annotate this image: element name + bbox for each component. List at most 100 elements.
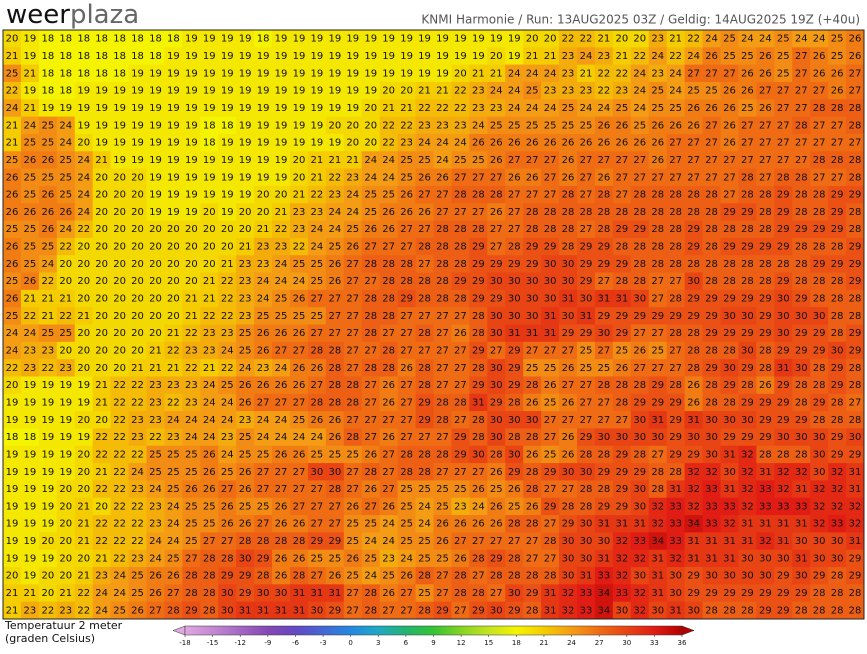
temperature-cell	[38, 30, 58, 48]
temperature-value: 19	[6, 519, 19, 530]
temperature-value: 25	[185, 519, 198, 530]
temperature-value: 24	[239, 363, 252, 374]
temperature-cell	[451, 220, 470, 239]
temperature-value: 28	[364, 328, 377, 339]
temperature-value: 28	[203, 605, 216, 616]
temperature-value: 19	[149, 68, 162, 79]
temperature-value: 28	[687, 207, 700, 218]
temperature-value: 30	[508, 588, 521, 599]
temperature-cell	[379, 307, 399, 325]
temperature-cell	[684, 47, 704, 66]
temperature-value: 21	[6, 51, 19, 62]
temperature-value: 27	[813, 172, 826, 183]
temperature-value: 29	[185, 605, 198, 616]
temperature-cell	[810, 81, 829, 100]
temperature-cell	[307, 220, 327, 239]
temperature-cell	[254, 341, 273, 360]
temperature-value: 26	[490, 155, 503, 166]
temperature-cell	[272, 116, 291, 135]
temperature-cell	[182, 341, 201, 360]
colorbar-tick-label: 15	[484, 639, 493, 647]
temperature-cell	[774, 168, 793, 187]
temperature-cell	[487, 237, 506, 256]
temperature-cell	[218, 289, 237, 308]
temperature-value: 25	[562, 120, 575, 131]
temperature-cell	[361, 289, 381, 308]
temperature-cell	[720, 255, 739, 274]
temperature-value: 28	[490, 190, 503, 201]
temperature-value: 33	[795, 501, 808, 512]
temperature-cell	[523, 116, 542, 135]
temperature-value: 29	[741, 328, 754, 339]
temperature-cell	[666, 359, 686, 377]
temperature-cell	[290, 133, 309, 152]
temperature-cell	[577, 151, 596, 170]
temperature-value: 19	[24, 484, 37, 495]
temperature-cell	[182, 376, 201, 395]
temperature-cell	[290, 376, 309, 395]
temperature-cell	[648, 116, 668, 135]
temperature-value: 18	[59, 86, 72, 97]
temperature-value: 28	[418, 363, 431, 374]
temperature-value: 19	[77, 103, 90, 114]
temperature-value: 25	[311, 553, 324, 564]
temperature-value: 19	[257, 86, 270, 97]
temperature-cell	[182, 237, 201, 256]
temperature-cell	[774, 151, 793, 170]
temperature-cell	[164, 151, 183, 170]
temperature-value: 28	[777, 172, 790, 183]
temperature-cell	[379, 116, 399, 135]
temperature-cell	[110, 116, 130, 135]
temperature-cell	[846, 341, 865, 360]
temperature-value: 21	[95, 467, 108, 478]
temperature-value: 30	[741, 345, 754, 356]
temperature-cell	[666, 116, 686, 135]
temperature-value: 18	[59, 34, 72, 45]
temperature-value: 25	[472, 155, 485, 166]
temperature-value: 28	[651, 484, 664, 495]
temperature-cell	[307, 359, 327, 377]
temperature-value: 20	[149, 242, 162, 253]
temperature-cell	[523, 255, 542, 274]
temperature-value: 19	[257, 103, 270, 114]
temperature-value: 19	[436, 68, 449, 79]
temperature-value: 30	[759, 553, 772, 564]
temperature-value: 31	[615, 294, 628, 305]
temperature-value: 24	[6, 328, 19, 339]
temperature-value: 26	[149, 571, 162, 582]
temperature-value: 29	[490, 397, 503, 408]
temperature-cell	[325, 185, 345, 204]
temperature-value: 28	[508, 553, 521, 564]
temperature-cell	[523, 203, 542, 222]
temperature-value: 28	[795, 449, 808, 460]
temperature-value: 22	[311, 190, 324, 201]
temperature-cell	[200, 341, 219, 360]
temperature-value: 24	[203, 380, 216, 391]
colorbar-tick-label: 36	[678, 639, 687, 647]
temperature-cell	[254, 151, 273, 170]
temperature-value: 26	[6, 172, 19, 183]
temperature-cell	[505, 116, 524, 135]
temperature-value: 24	[221, 449, 234, 460]
temperature-value: 31	[723, 484, 736, 495]
temperature-value: 31	[759, 467, 772, 478]
temperature-cell	[415, 341, 434, 360]
temperature-cell	[307, 376, 327, 395]
temperature-value: 28	[580, 449, 593, 460]
temperature-value: 25	[364, 553, 377, 564]
temperature-value: 28	[580, 207, 593, 218]
temperature-value: 26	[293, 519, 306, 530]
temperature-value: 18	[41, 86, 54, 97]
temperature-cell	[612, 341, 632, 360]
temperature-value: 29	[562, 519, 575, 530]
temperature-cell	[290, 64, 309, 83]
temperature-value: 30	[777, 311, 790, 322]
temperature-value: 27	[454, 311, 467, 322]
temperature-cell	[3, 324, 22, 343]
temperature-value: 23	[562, 51, 575, 62]
temperature-value: 27	[831, 172, 844, 183]
temperature-cell	[254, 272, 273, 291]
temperature-cell	[92, 185, 112, 204]
temperature-value: 25	[239, 501, 252, 512]
temperature-value: 25	[293, 259, 306, 270]
